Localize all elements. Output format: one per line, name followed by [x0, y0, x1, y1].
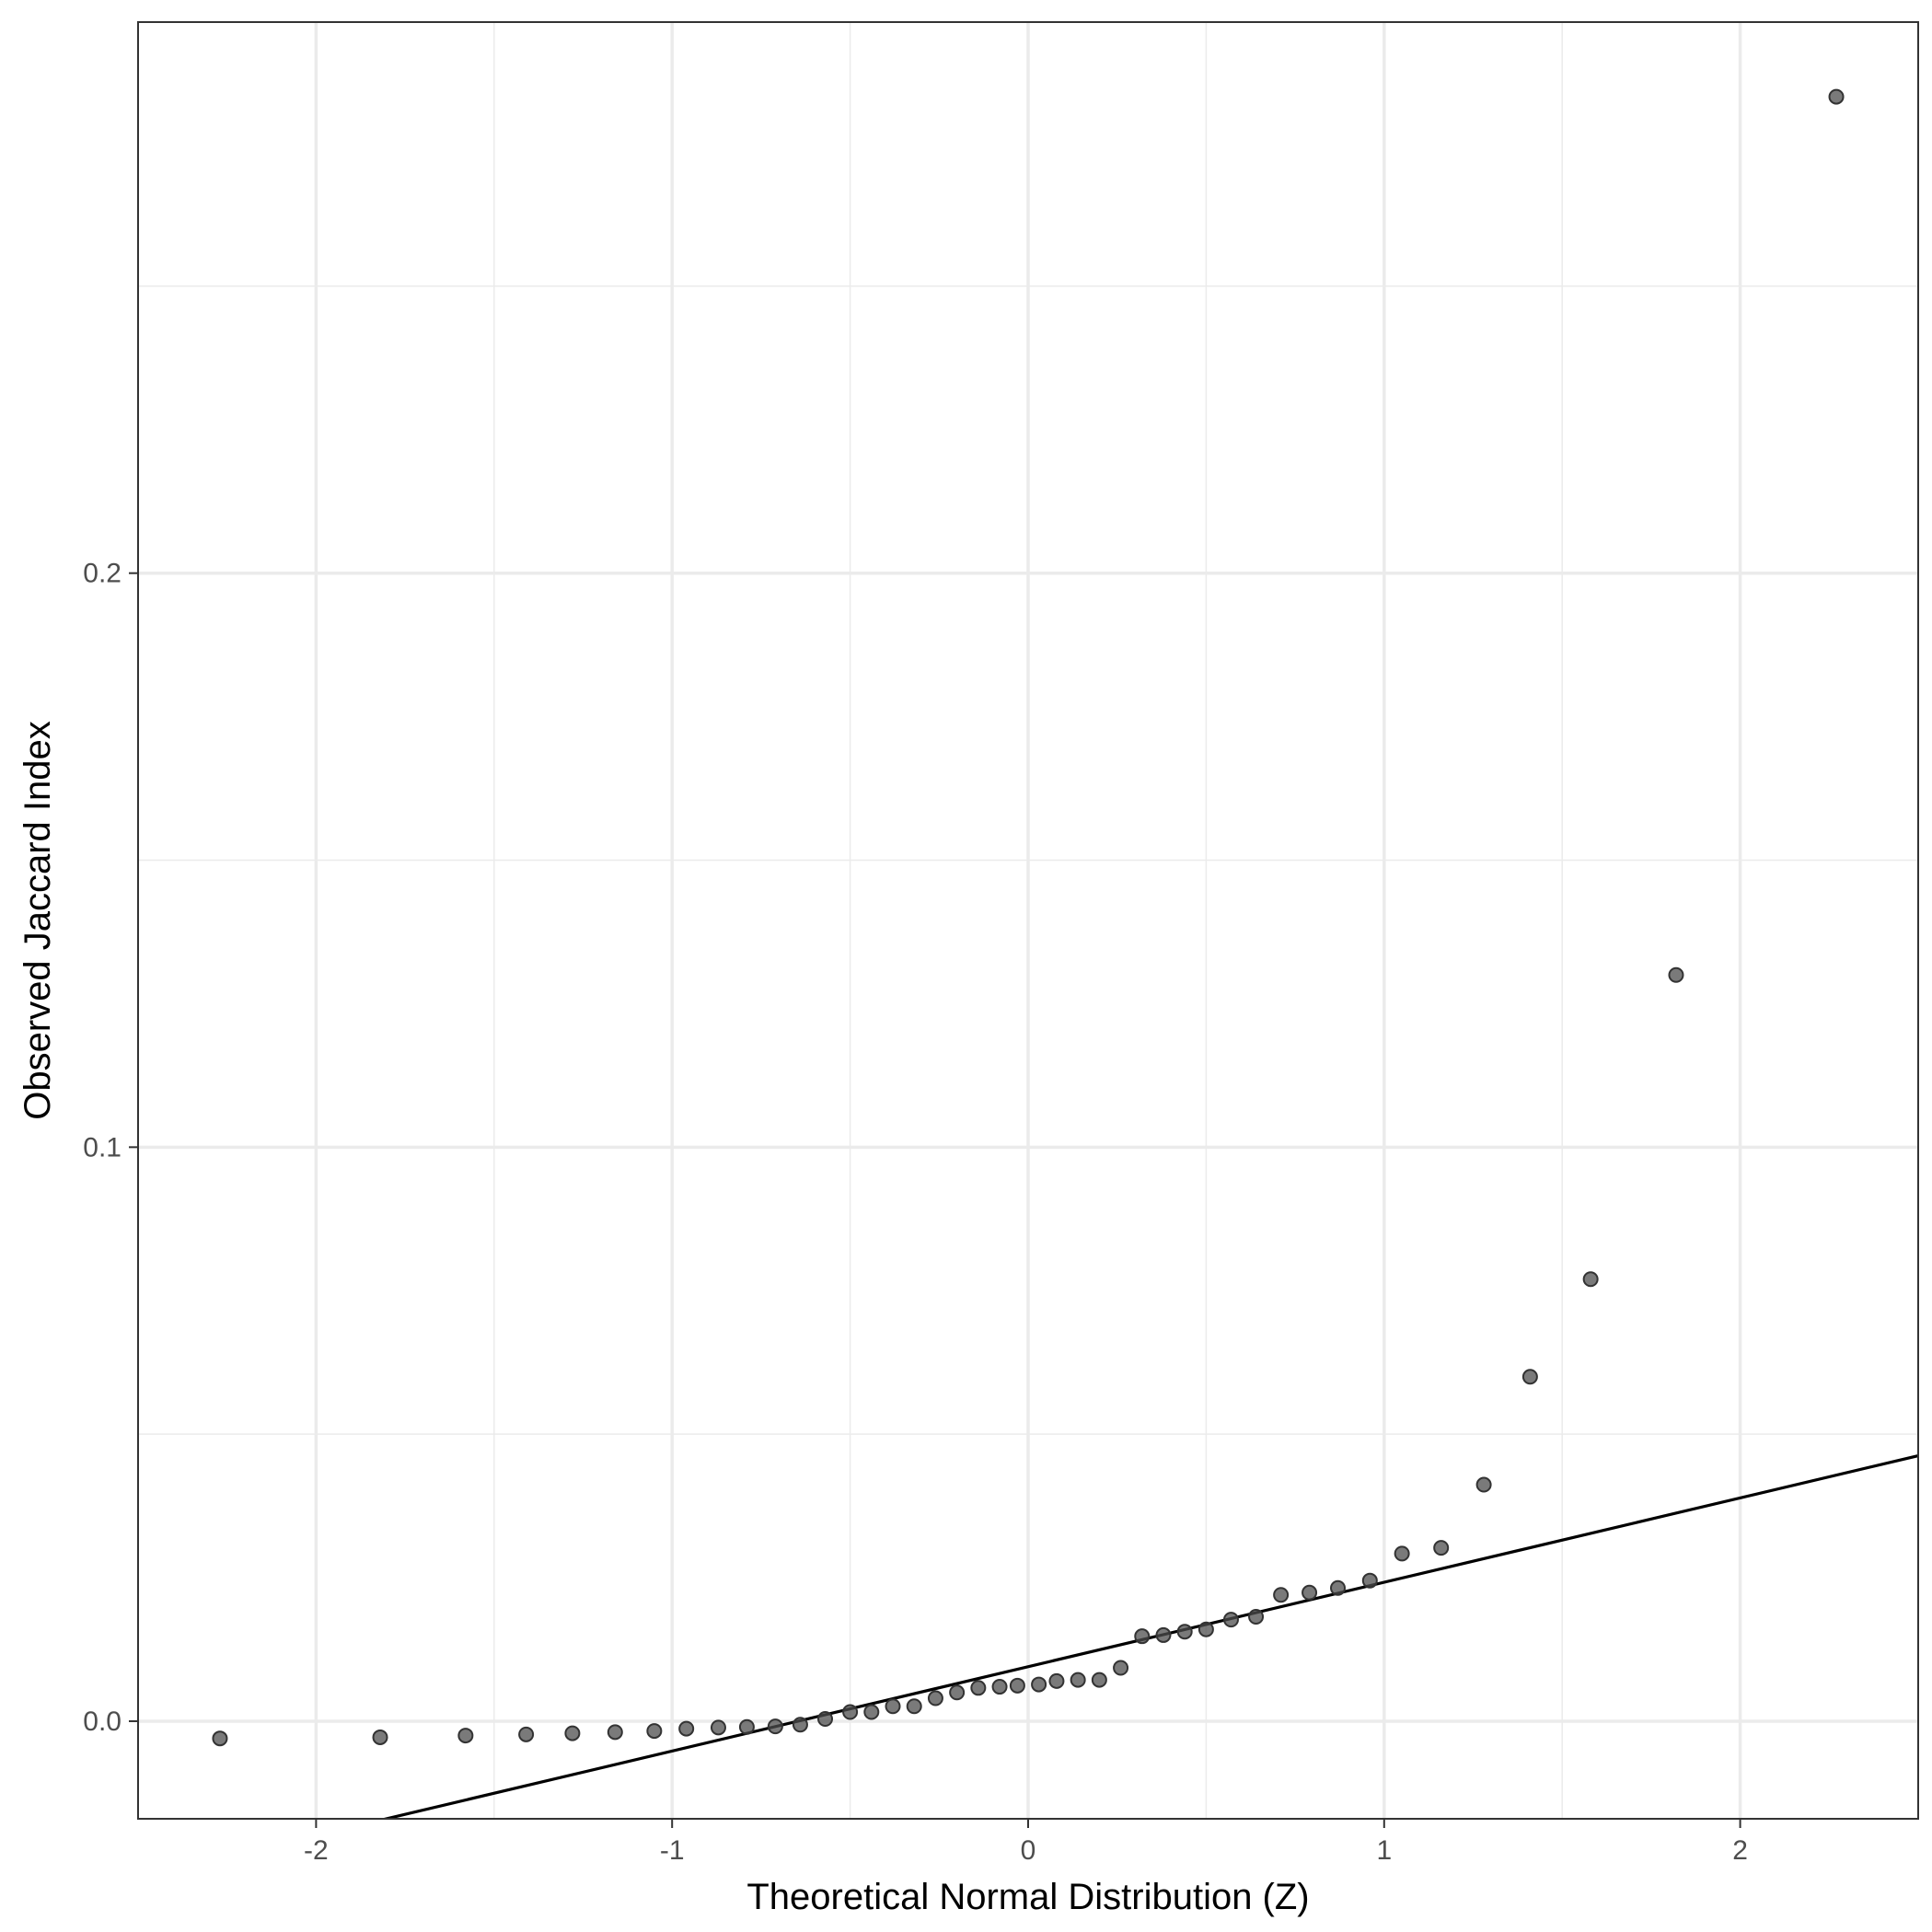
data-point [564, 1725, 581, 1741]
data-point [1176, 1624, 1193, 1640]
data-point [1433, 1540, 1450, 1556]
data-point [1134, 1628, 1151, 1645]
data-point [1582, 1271, 1599, 1288]
data-point [1091, 1672, 1107, 1688]
data-point [949, 1684, 966, 1701]
data-point [1330, 1579, 1347, 1596]
data-point [1009, 1677, 1025, 1694]
data-point [863, 1704, 880, 1720]
data-point [1273, 1587, 1290, 1603]
data-point [1031, 1676, 1047, 1693]
data-point [1475, 1476, 1492, 1493]
data-point [646, 1723, 663, 1740]
x-tick-label: 1 [1376, 1835, 1392, 1866]
data-point [212, 1730, 228, 1747]
reference-line-group [379, 1453, 1918, 1819]
y-axis-title: Observed Jaccard Index [17, 721, 58, 1120]
data-point [906, 1698, 922, 1715]
data-point [1248, 1608, 1265, 1625]
data-points [212, 88, 1845, 1747]
data-point [767, 1718, 783, 1735]
data-point [678, 1720, 695, 1737]
x-axis-title: Theoretical Normal Distribution (Z) [746, 1877, 1309, 1917]
data-point [1828, 88, 1845, 105]
data-point [792, 1717, 808, 1733]
major-gridlines [138, 22, 1918, 1819]
data-point [1048, 1672, 1065, 1689]
x-tick-label: -2 [304, 1835, 329, 1866]
data-point [817, 1710, 834, 1727]
y-tick-label: 0.2 [83, 559, 121, 589]
data-point [885, 1698, 901, 1715]
data-point [710, 1719, 726, 1736]
x-tick-label: 2 [1732, 1835, 1748, 1866]
data-point [518, 1726, 535, 1742]
data-point [1070, 1672, 1086, 1688]
x-axis: -2 -1 0 1 2 [304, 1819, 1748, 1866]
y-axis: 0.0 0.1 0.2 [83, 559, 138, 1737]
data-point [991, 1679, 1008, 1695]
data-point [1361, 1572, 1378, 1589]
data-point [1197, 1621, 1214, 1637]
data-point [1394, 1545, 1410, 1562]
y-tick-label: 0.0 [83, 1706, 121, 1737]
data-point [457, 1728, 474, 1744]
data-point [927, 1690, 943, 1706]
data-point [842, 1704, 859, 1720]
y-tick-label: 0.1 [83, 1132, 121, 1163]
plot-content [212, 88, 1918, 1819]
x-tick-label: -1 [660, 1835, 685, 1866]
data-point [1521, 1369, 1538, 1385]
data-point [970, 1680, 987, 1696]
data-point [1222, 1612, 1239, 1628]
data-point [607, 1724, 623, 1741]
data-point [738, 1718, 755, 1735]
data-point [1155, 1626, 1172, 1643]
data-point [1301, 1584, 1318, 1601]
data-point [1113, 1660, 1129, 1676]
reference-line [379, 1453, 1918, 1819]
x-tick-label: 0 [1021, 1835, 1036, 1866]
data-point [372, 1729, 388, 1745]
data-point [1668, 966, 1684, 983]
